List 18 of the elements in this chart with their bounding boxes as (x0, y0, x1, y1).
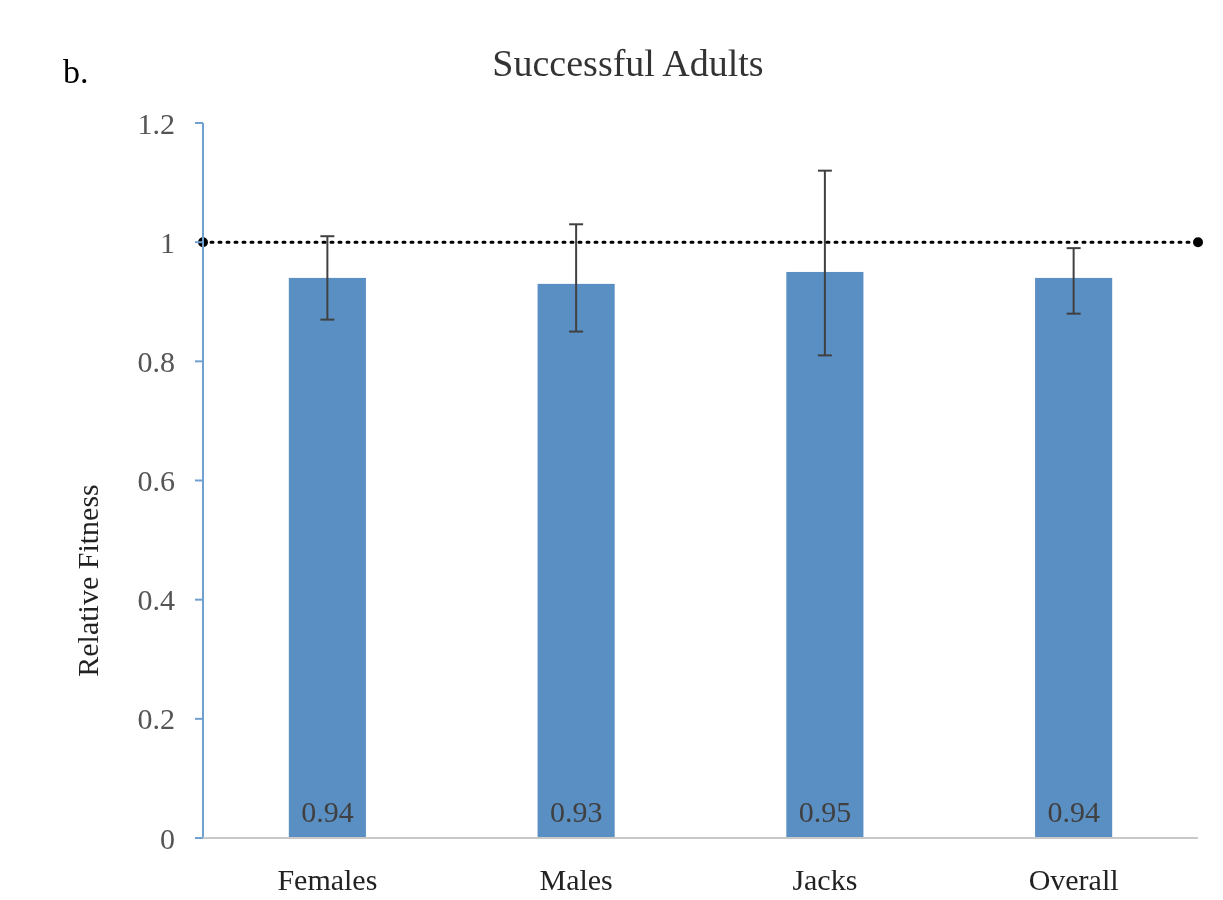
x-tick-label: Males (539, 863, 613, 896)
x-tick-label: Overall (1028, 863, 1119, 896)
y-tick-label: 1 (160, 225, 175, 259)
data-label: 0.93 (549, 795, 603, 828)
y-tick-label: 0.2 (137, 702, 175, 736)
y-tick-label: 0 (160, 821, 175, 855)
text: b. (63, 53, 89, 90)
y-tick-label: 0.4 (137, 583, 175, 617)
y-tick-label: 0.8 (137, 344, 175, 378)
x-tick-label: Jacks (792, 863, 858, 896)
y-tick-label: 0.6 (137, 464, 175, 497)
data-label: 0.94 (1047, 795, 1100, 828)
y-tick-label: 1.2 (137, 106, 175, 140)
data-label: 0.95 (798, 795, 852, 828)
y-axis-title: Relative Fitness (71, 484, 104, 677)
chart-title: Successful Adults (492, 42, 764, 84)
x-tick-label: Females (277, 863, 378, 896)
data-label: 0.94 (301, 795, 354, 828)
